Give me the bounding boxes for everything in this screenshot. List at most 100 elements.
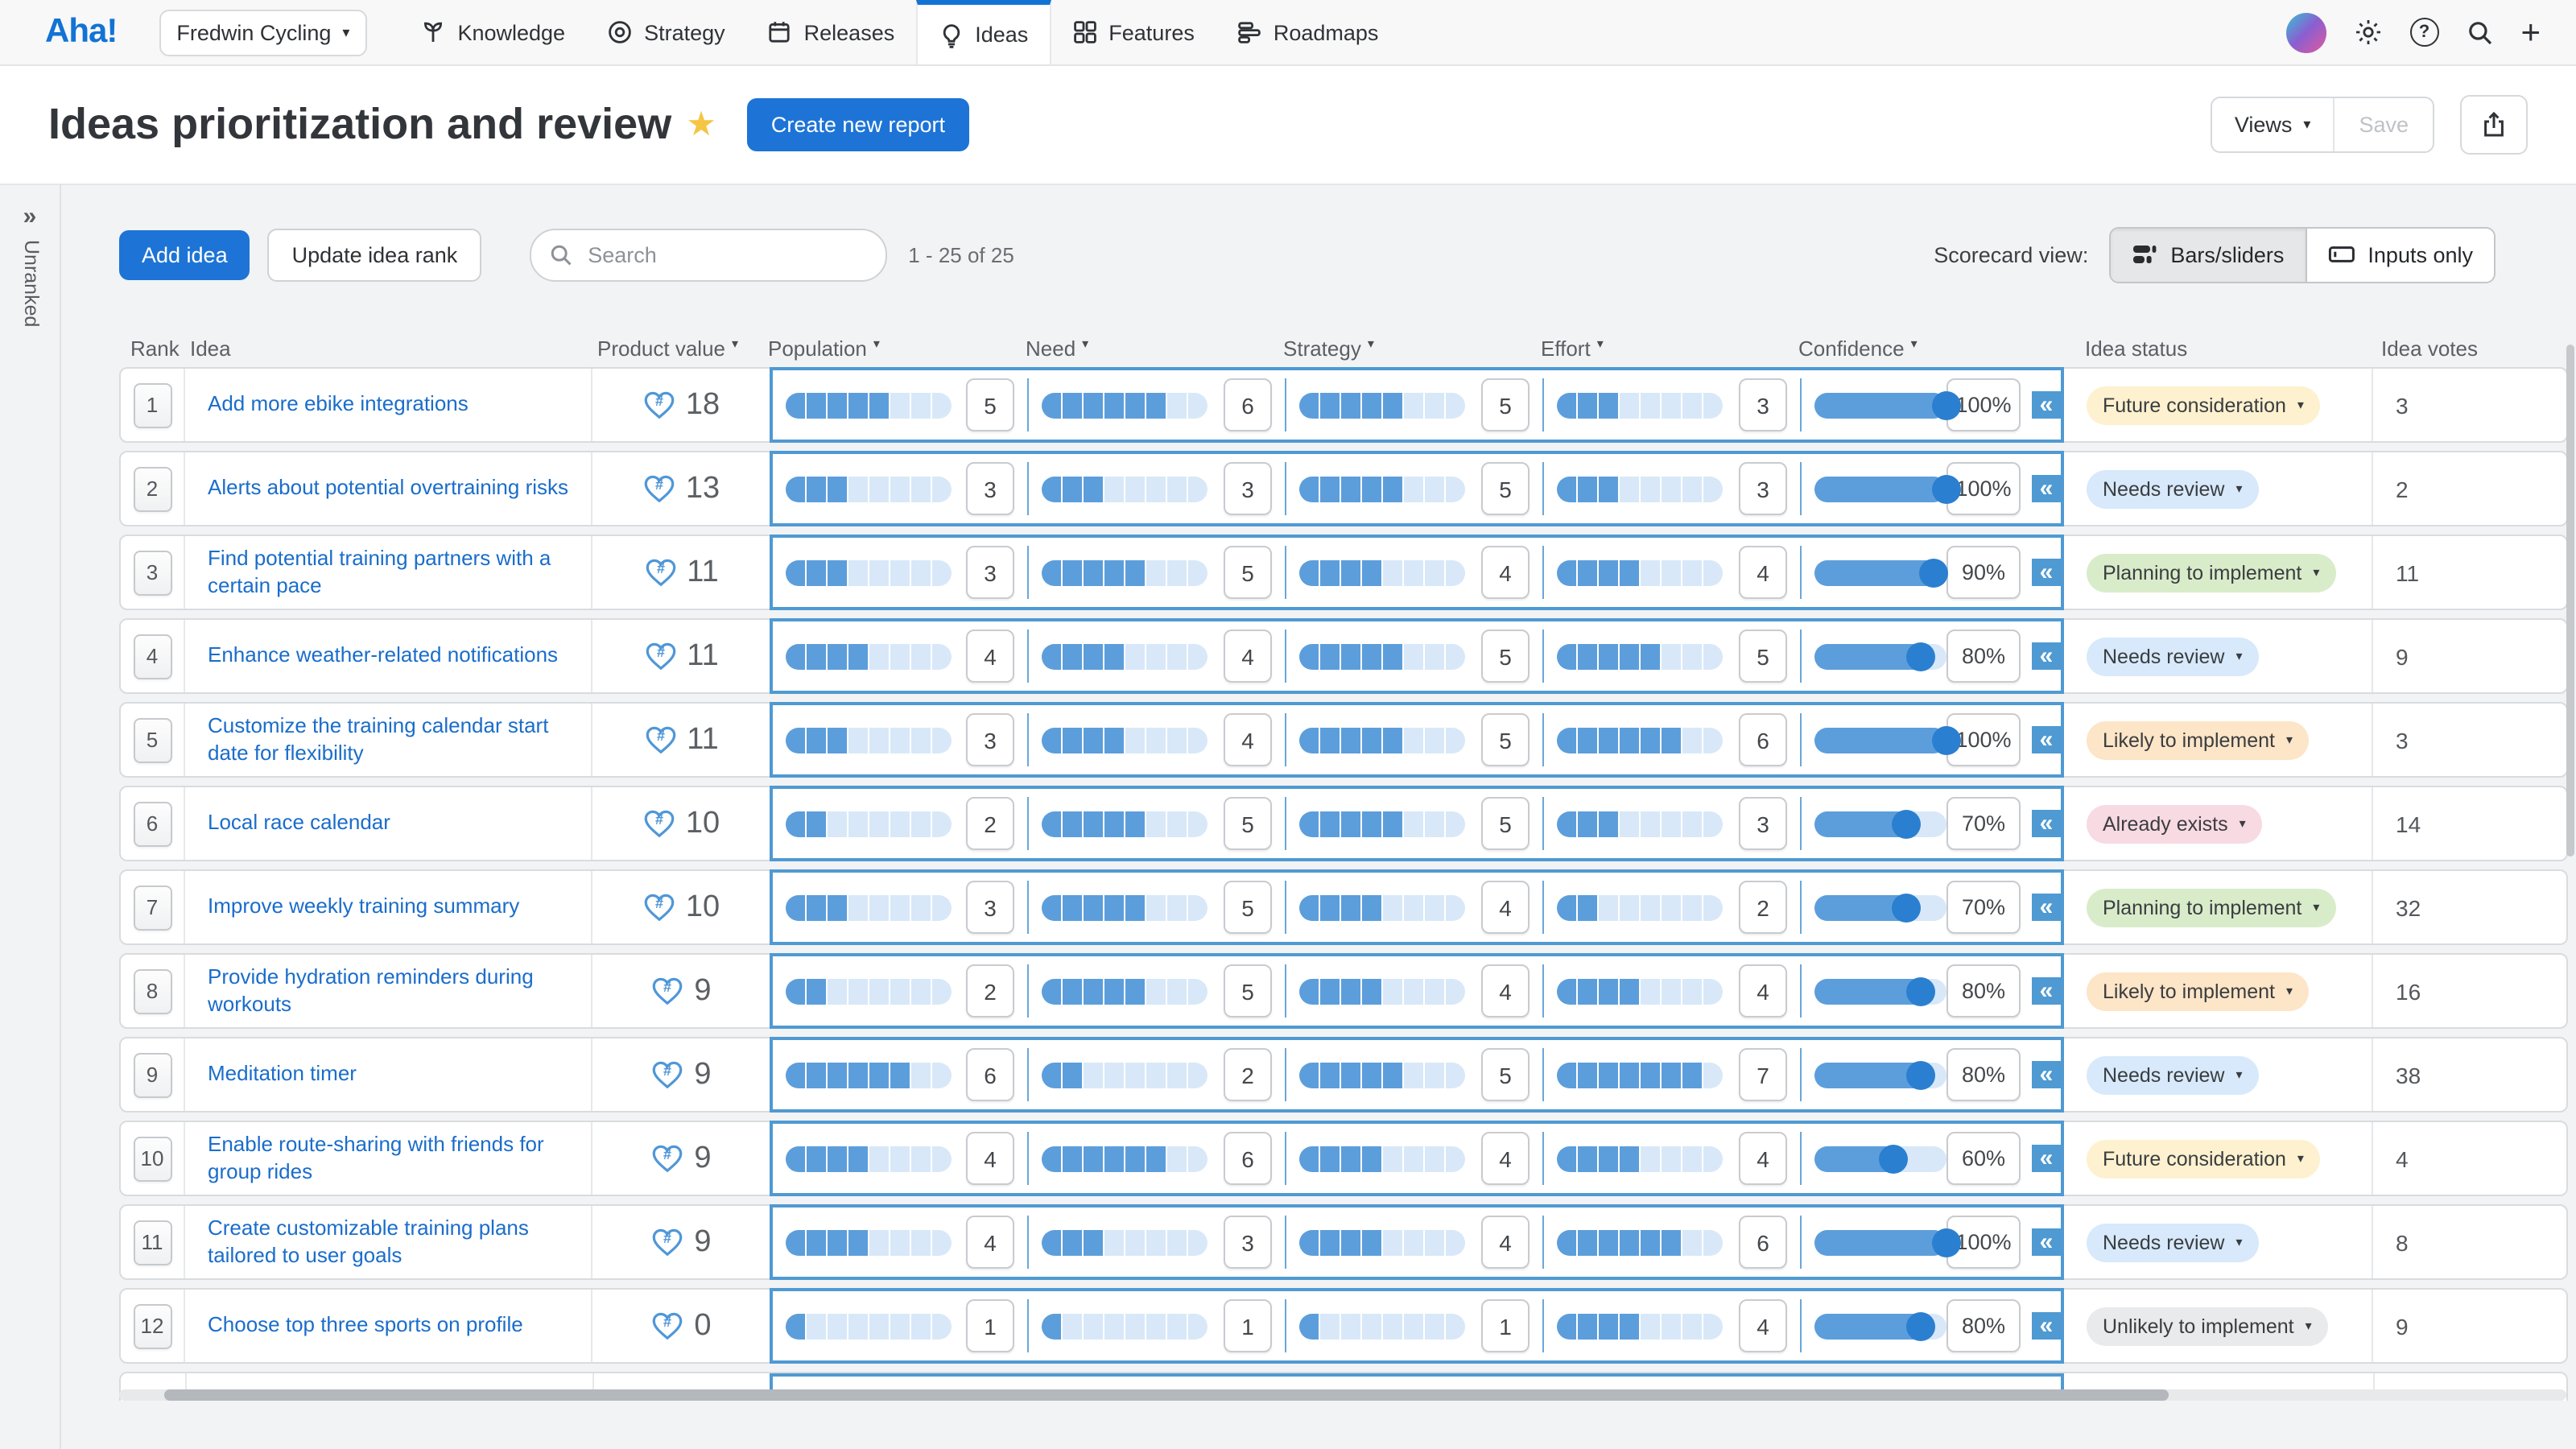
confidence-slider[interactable] [1814, 390, 1961, 419]
column-header-effort[interactable]: Effort ▾ [1541, 336, 1604, 361]
idea-status-dropdown[interactable]: Future consideration ▾ [2087, 1139, 2320, 1178]
need-slider[interactable] [1042, 559, 1208, 585]
collapse-scorecard-button[interactable]: « [2032, 1228, 2061, 1256]
need-slider[interactable] [1042, 392, 1208, 418]
collapse-scorecard-button[interactable]: « [2032, 726, 2061, 753]
need-value-input[interactable]: 5 [1224, 797, 1272, 850]
confidence-slider-thumb[interactable] [1906, 1311, 1935, 1340]
need-slider[interactable] [1042, 894, 1208, 920]
confidence-value-input[interactable]: 70% [1946, 881, 2021, 934]
confidence-slider[interactable] [1814, 1060, 1946, 1089]
idea-link[interactable]: Add more ebike integrations [208, 391, 469, 416]
collapse-scorecard-button[interactable]: « [2032, 810, 2061, 837]
population-slider[interactable] [786, 392, 952, 418]
need-value-input[interactable]: 4 [1224, 630, 1272, 683]
confidence-slider-thumb[interactable] [1932, 390, 1961, 419]
population-value-input[interactable]: 3 [966, 462, 1014, 515]
idea-status-dropdown[interactable]: Planning to implement ▾ [2087, 888, 2336, 927]
idea-link[interactable]: Improve weekly training summary [208, 894, 520, 919]
need-value-input[interactable]: 3 [1224, 1216, 1272, 1269]
effort-value-input[interactable]: 6 [1739, 1216, 1787, 1269]
idea-status-dropdown[interactable]: Needs review ▾ [2087, 637, 2259, 675]
idea-link[interactable]: Alerts about potential overtraining risk… [208, 475, 569, 500]
column-header-product-value[interactable]: Product value ▾ [597, 336, 739, 361]
help-icon[interactable]: ? [2409, 18, 2439, 47]
effort-value-input[interactable]: 4 [1739, 964, 1787, 1018]
confidence-slider-thumb[interactable] [1906, 1060, 1935, 1089]
strategy-slider[interactable] [1299, 1229, 1465, 1255]
population-slider[interactable] [786, 1313, 952, 1339]
confidence-slider[interactable] [1814, 642, 1946, 671]
confidence-value-input[interactable]: 80% [1946, 1048, 2021, 1101]
idea-status-dropdown[interactable]: Already exists ▾ [2087, 804, 2262, 843]
column-header-confidence[interactable]: Confidence ▾ [1798, 336, 1918, 361]
effort-slider[interactable] [1557, 978, 1723, 1004]
nav-item-features[interactable]: Features [1051, 0, 1216, 64]
need-slider[interactable] [1042, 1146, 1208, 1171]
idea-link[interactable]: Customize the training calendar start da… [208, 712, 549, 764]
confidence-value-input[interactable]: 60% [1946, 1132, 2021, 1185]
strategy-slider[interactable] [1299, 811, 1465, 836]
need-slider[interactable] [1042, 1062, 1208, 1088]
create-new-report-button[interactable]: Create new report [746, 98, 969, 151]
strategy-slider[interactable] [1299, 392, 1465, 418]
population-value-input[interactable]: 3 [966, 881, 1014, 934]
nav-item-ideas[interactable]: Ideas [915, 0, 1051, 64]
idea-status-dropdown[interactable]: Likely to implement ▾ [2087, 972, 2310, 1010]
effort-slider[interactable] [1557, 1062, 1723, 1088]
nav-item-releases[interactable]: Releases [746, 0, 916, 64]
strategy-slider[interactable] [1299, 476, 1465, 502]
strategy-value-input[interactable]: 5 [1481, 378, 1530, 431]
search-input[interactable] [584, 241, 833, 268]
need-value-input[interactable]: 5 [1224, 546, 1272, 599]
confidence-slider[interactable] [1814, 809, 1946, 838]
effort-value-input[interactable]: 3 [1739, 378, 1787, 431]
search-icon[interactable] [2466, 19, 2493, 46]
confidence-slider[interactable] [1814, 976, 1946, 1005]
user-avatar[interactable] [2285, 12, 2326, 52]
strategy-value-input[interactable]: 1 [1481, 1299, 1530, 1352]
strategy-slider[interactable] [1299, 643, 1465, 669]
save-button[interactable]: Save [2359, 113, 2409, 137]
confidence-slider-thumb[interactable] [1906, 642, 1935, 671]
confidence-slider[interactable] [1814, 558, 1948, 587]
effort-slider[interactable] [1557, 727, 1723, 753]
confidence-value-input[interactable]: 90% [1946, 546, 2021, 599]
population-value-input[interactable]: 4 [966, 630, 1014, 683]
idea-link[interactable]: Find potential training partners with a … [208, 545, 551, 597]
collapse-scorecard-button[interactable]: « [2032, 391, 2061, 419]
strategy-slider[interactable] [1299, 1062, 1465, 1088]
need-slider[interactable] [1042, 1313, 1208, 1339]
population-value-input[interactable]: 2 [966, 964, 1014, 1018]
collapse-scorecard-button[interactable]: « [2032, 1145, 2061, 1172]
confidence-slider-thumb[interactable] [1879, 1144, 1908, 1173]
strategy-value-input[interactable]: 5 [1481, 1048, 1530, 1101]
population-value-input[interactable]: 1 [966, 1299, 1014, 1352]
strategy-slider[interactable] [1299, 1146, 1465, 1171]
idea-link[interactable]: Provide hydration reminders during worko… [208, 964, 534, 1015]
idea-link[interactable]: Local race calendar [208, 810, 390, 835]
need-value-input[interactable]: 3 [1224, 462, 1272, 515]
effort-slider[interactable] [1557, 1229, 1723, 1255]
add-idea-button[interactable]: Add idea [119, 229, 250, 279]
need-value-input[interactable]: 5 [1224, 881, 1272, 934]
confidence-slider[interactable] [1814, 1228, 1961, 1257]
product-selector[interactable]: Fredwin Cycling ▾ [159, 9, 368, 56]
idea-status-dropdown[interactable]: Needs review ▾ [2087, 1055, 2259, 1094]
effort-slider[interactable] [1557, 643, 1723, 669]
collapse-scorecard-button[interactable]: « [2032, 977, 2061, 1005]
effort-value-input[interactable]: 4 [1739, 1299, 1787, 1352]
strategy-value-input[interactable]: 4 [1481, 964, 1530, 1018]
population-value-input[interactable]: 2 [966, 797, 1014, 850]
population-slider[interactable] [786, 643, 952, 669]
horizontal-scrollbar-track[interactable] [119, 1389, 2566, 1401]
strategy-value-input[interactable]: 4 [1481, 1216, 1530, 1269]
population-slider[interactable] [786, 727, 952, 753]
expand-panel-chevrons-icon[interactable]: » [23, 203, 37, 230]
need-slider[interactable] [1042, 727, 1208, 753]
effort-value-input[interactable]: 5 [1739, 630, 1787, 683]
effort-slider[interactable] [1557, 392, 1723, 418]
population-value-input[interactable]: 3 [966, 713, 1014, 766]
need-value-input[interactable]: 1 [1224, 1299, 1272, 1352]
effort-slider[interactable] [1557, 811, 1723, 836]
